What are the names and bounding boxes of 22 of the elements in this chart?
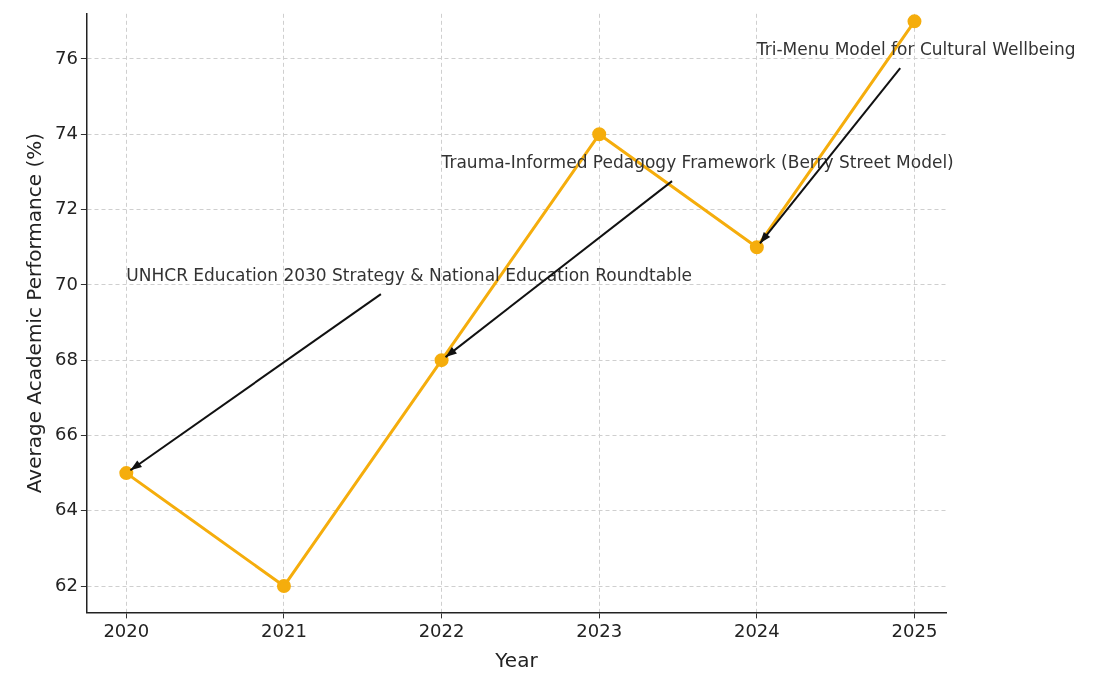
x-tick-label: 2023	[576, 619, 623, 641]
x-tick-label: 2024	[733, 619, 780, 641]
point	[749, 240, 764, 255]
y-tick-label: 62	[55, 573, 78, 595]
y-tick-label: 68	[55, 347, 78, 369]
x-tick-label: 2020	[103, 619, 150, 641]
y-axis-title: Average Academic Performance (%)	[22, 133, 47, 494]
x-tick-label: 2025	[891, 619, 938, 641]
point	[907, 14, 922, 29]
point	[276, 579, 291, 594]
point	[592, 127, 607, 142]
y-tick-label: 66	[55, 423, 78, 445]
x-tick-label: 2022	[418, 619, 465, 641]
y-tick-label: 64	[55, 498, 78, 520]
x-axis-title: Year	[494, 648, 539, 673]
y-tick-label: 74	[55, 121, 78, 143]
y-tick-label: 76	[55, 46, 78, 68]
point	[119, 466, 134, 481]
point	[434, 353, 449, 368]
y-tick-label: 70	[55, 272, 78, 294]
x-tick-label: 2021	[261, 619, 307, 641]
y-tick-label: 72	[55, 197, 78, 219]
